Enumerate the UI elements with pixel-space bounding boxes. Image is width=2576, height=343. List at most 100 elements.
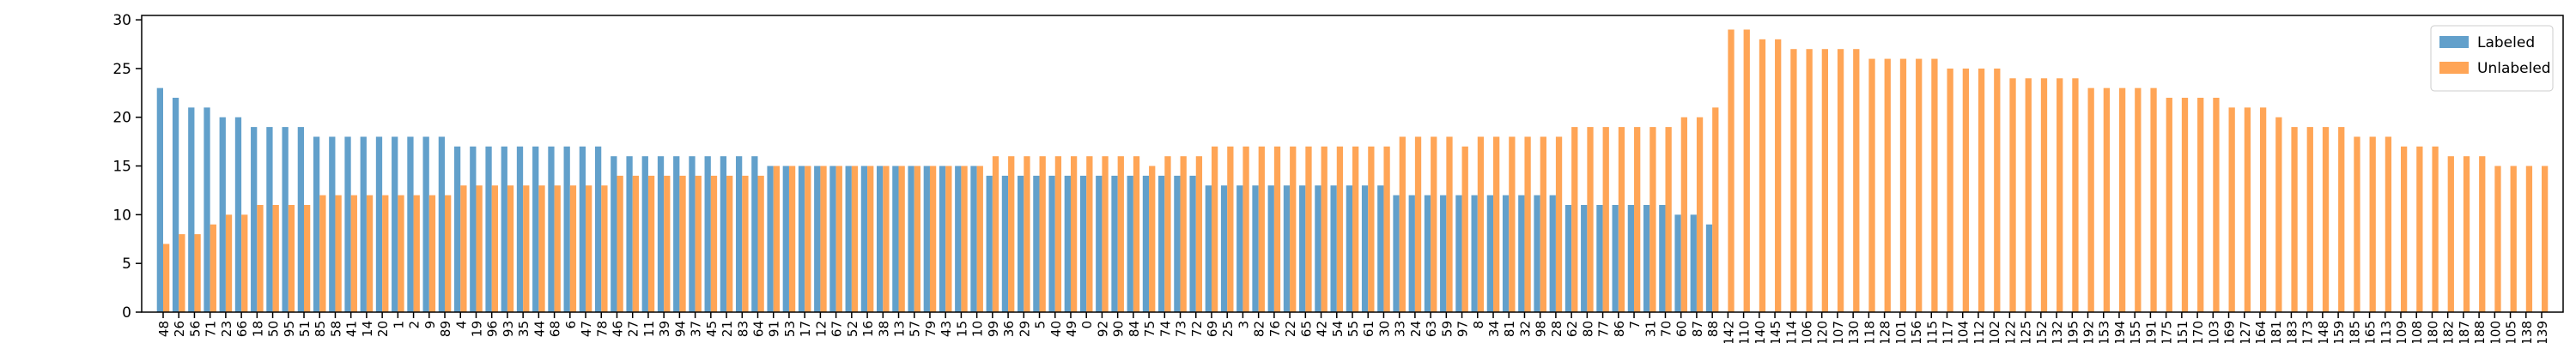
- bar: [1555, 136, 1563, 312]
- y-tick-label: 15: [112, 159, 131, 176]
- x-tick-label: 101: [1893, 321, 1909, 343]
- bar: [1868, 58, 1875, 313]
- x-tick-label: 55: [1346, 321, 1361, 337]
- x-tick-label: 151: [2175, 321, 2190, 343]
- bar: [382, 195, 389, 312]
- x-tick-label: 93: [501, 321, 516, 337]
- legend-swatch: [2439, 36, 2469, 48]
- x-tick-label: 122: [2002, 321, 2018, 343]
- bar: [1127, 175, 1133, 312]
- bar: [1680, 117, 1687, 312]
- x-tick-label: 138: [2519, 321, 2535, 343]
- bar: [1564, 205, 1572, 312]
- bar: [1618, 127, 1625, 312]
- legend-swatch: [2439, 62, 2469, 74]
- x-tick-label: 140: [1753, 321, 1768, 343]
- bar: [1267, 185, 1274, 312]
- bar: [2447, 156, 2454, 312]
- bar: [2025, 78, 2032, 312]
- bar: [1220, 185, 1228, 312]
- bar: [234, 117, 242, 312]
- y-tick-label: 20: [112, 110, 131, 127]
- bar: [485, 146, 492, 312]
- bar: [360, 136, 367, 312]
- x-tick-label: 15: [954, 321, 969, 337]
- x-tick-label: 94: [672, 321, 688, 337]
- x-tick-label: 84: [1127, 321, 1142, 337]
- x-tick-label: 73: [1174, 321, 1189, 337]
- bar: [470, 146, 477, 312]
- x-tick-label: 102: [1987, 321, 2002, 343]
- bar: [641, 156, 648, 312]
- bar: [1446, 136, 1453, 312]
- bar: [798, 165, 805, 312]
- legend: Labeled Unlabeled: [2430, 25, 2554, 92]
- bar: [344, 136, 351, 312]
- bar: [1690, 214, 1697, 312]
- x-tick-label: 194: [2112, 321, 2128, 343]
- bar: [1174, 175, 1181, 312]
- bar: [1916, 58, 1923, 313]
- x-tick-label: 18: [250, 321, 265, 337]
- x-tick-label: 118: [1862, 321, 1877, 343]
- x-tick-label: 120: [1815, 321, 1831, 343]
- bar: [726, 175, 733, 312]
- bar: [329, 136, 336, 312]
- x-tick-label: 50: [266, 321, 282, 337]
- bar: [210, 224, 216, 312]
- bar: [579, 146, 586, 312]
- x-tick-label: 103: [2206, 321, 2221, 343]
- bar: [1759, 39, 1766, 312]
- bar: [1149, 165, 1156, 312]
- bar: [835, 165, 842, 312]
- bar: [1581, 205, 1588, 312]
- x-tick-label: 26: [172, 321, 187, 337]
- x-tick-label: 185: [2347, 321, 2362, 343]
- bar: [1048, 175, 1055, 312]
- bar: [476, 185, 483, 312]
- bar: [407, 136, 414, 312]
- bar: [1117, 156, 1124, 312]
- bar: [1612, 205, 1619, 312]
- y-tick-label: 10: [112, 207, 131, 224]
- bar: [1649, 127, 1656, 312]
- x-tick-label: 100: [2488, 321, 2503, 343]
- bar: [1227, 146, 1234, 312]
- bar: [2259, 107, 2267, 313]
- x-tick-label: 127: [2238, 321, 2253, 343]
- x-tick-label: 1: [391, 321, 406, 329]
- x-tick-label: 6: [563, 321, 579, 329]
- bar: [2197, 98, 2204, 312]
- bar: [1853, 49, 1860, 313]
- bar: [2416, 146, 2423, 312]
- bar: [313, 136, 320, 312]
- bar: [523, 185, 530, 312]
- bar: [225, 214, 233, 312]
- x-tick-label: 67: [829, 321, 845, 337]
- bar: [445, 195, 452, 312]
- bar: [297, 127, 305, 312]
- bar: [1509, 136, 1516, 312]
- x-tick-label: 130: [1846, 321, 1862, 343]
- bar: [611, 156, 617, 312]
- bar: [1461, 146, 1468, 312]
- bar: [1096, 175, 1103, 312]
- bar: [2385, 136, 2392, 312]
- bar: [867, 165, 874, 312]
- bar: [501, 146, 507, 312]
- x-tick-label: 32: [1517, 321, 1533, 337]
- bar: [2072, 78, 2079, 312]
- x-tick-label: 65: [1298, 321, 1314, 337]
- y-tick-label: 25: [112, 61, 131, 78]
- x-tick-label: 43: [939, 321, 954, 337]
- bar: [970, 165, 977, 312]
- bar: [1790, 49, 1797, 313]
- x-tick-label: 44: [532, 321, 547, 337]
- x-tick-label: 17: [798, 321, 813, 337]
- bar: [1424, 195, 1431, 312]
- bar: [1111, 175, 1118, 312]
- bar: [742, 175, 749, 312]
- x-tick-label: 63: [1424, 321, 1439, 337]
- bar: [1273, 146, 1281, 312]
- bar: [647, 175, 655, 312]
